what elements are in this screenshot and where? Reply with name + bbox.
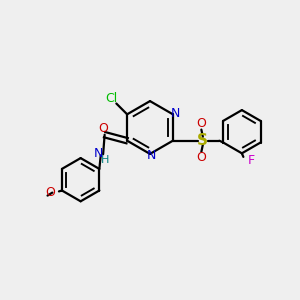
Text: O: O — [45, 185, 55, 199]
Text: N: N — [147, 149, 157, 162]
Text: O: O — [196, 117, 206, 130]
Text: S: S — [197, 133, 208, 148]
Text: O: O — [98, 122, 108, 135]
Text: H: H — [101, 154, 110, 165]
Text: O: O — [196, 151, 206, 164]
Text: Cl: Cl — [105, 92, 117, 105]
Text: F: F — [248, 154, 255, 167]
Text: N: N — [171, 106, 180, 120]
Text: N: N — [94, 147, 103, 160]
